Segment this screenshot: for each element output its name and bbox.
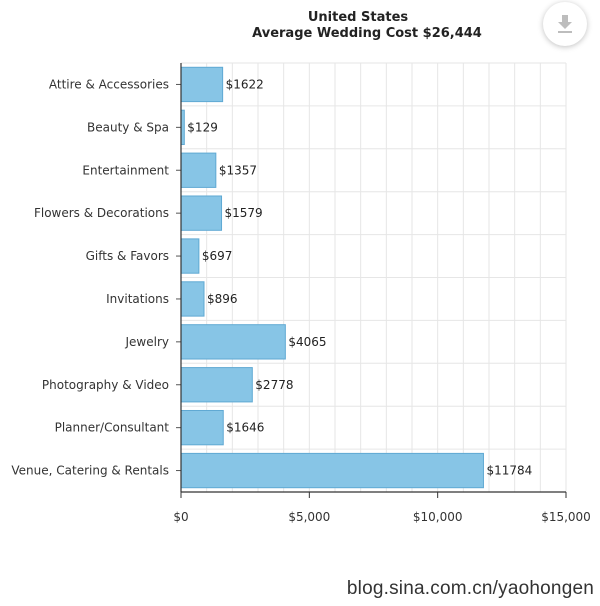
chart-title: United States — [308, 10, 409, 25]
bar[interactable] — [180, 238, 200, 274]
category-label: Gifts & Favors — [86, 249, 169, 263]
x-tick-label: $10,000 — [413, 510, 463, 524]
category-label: Attire & Accessories — [49, 77, 169, 91]
category-label: Venue, Catering & Rentals — [11, 464, 169, 478]
data-label: $1357 — [219, 163, 257, 177]
category-label: Invitations — [106, 292, 169, 306]
bar[interactable] — [180, 452, 484, 489]
labels: Attire & Accessories $1622 Beauty & Spa $12… — [11, 77, 532, 477]
bar[interactable] — [180, 409, 224, 446]
bar[interactable] — [180, 195, 223, 231]
data-label: $129 — [187, 120, 218, 134]
chart-subtitle: Average Wedding Cost $26,444 — [252, 26, 482, 41]
bar[interactable] — [180, 281, 205, 317]
x-tick-label: $0 — [173, 510, 188, 524]
bar[interactable] — [180, 367, 253, 403]
bar[interactable] — [180, 66, 224, 103]
data-label: $697 — [202, 249, 233, 263]
x-tick-label: $15,000 — [541, 510, 591, 524]
bars — [180, 66, 484, 489]
download-button[interactable] — [543, 2, 587, 46]
axes: $0 $5,000 $10,000 $15,000 — [173, 63, 591, 524]
watermark: blog.sina.com.cn/yaohongen — [346, 578, 594, 599]
download-icon — [558, 15, 572, 33]
x-tick-label: $5,000 — [288, 510, 330, 524]
data-label: $1646 — [226, 421, 264, 435]
data-label: $896 — [207, 292, 238, 306]
data-label: $1622 — [226, 77, 264, 91]
grid — [181, 62, 567, 493]
category-label: Planner/Consultant — [55, 421, 170, 435]
data-label: $4065 — [288, 335, 326, 349]
category-label: Jewelry — [125, 335, 170, 349]
data-label: $2778 — [255, 378, 293, 392]
bar[interactable] — [180, 324, 286, 360]
data-label: $11784 — [486, 464, 532, 478]
data-label: $1579 — [225, 206, 263, 220]
bar[interactable] — [180, 152, 217, 188]
category-label: Beauty & Spa — [87, 120, 169, 134]
category-label: Photography & Video — [42, 378, 169, 392]
category-label: Flowers & Decorations — [34, 206, 169, 220]
category-label: Entertainment — [82, 163, 169, 177]
